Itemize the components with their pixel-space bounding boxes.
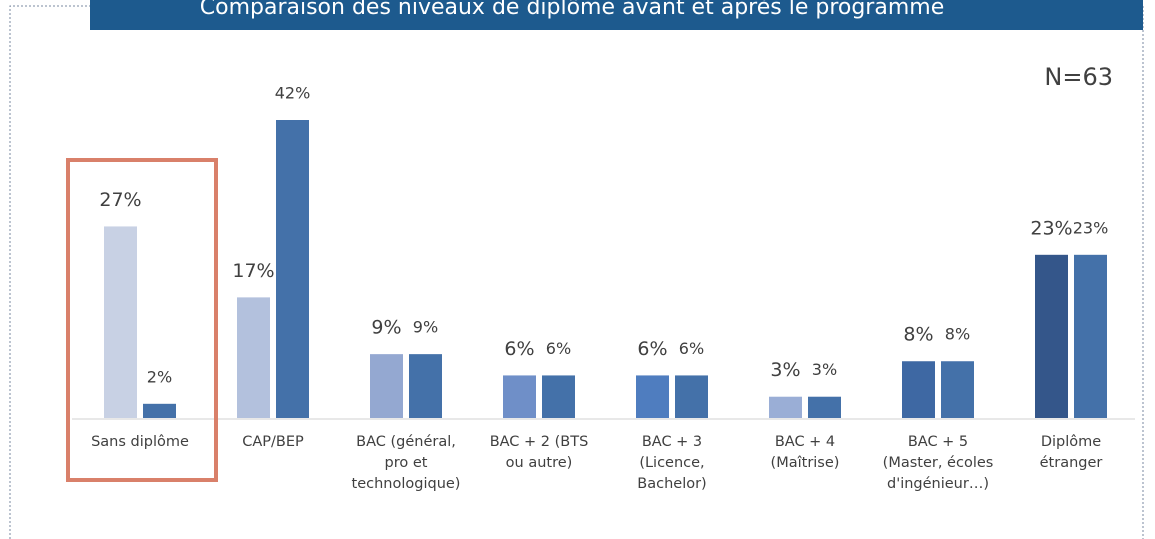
x-tick-label: Sans diplôme bbox=[91, 434, 189, 450]
x-tick-label: BAC (général, pro et technologique) bbox=[351, 434, 461, 492]
x-tick-label: BAC + 4 (Maîtrise) bbox=[770, 434, 840, 471]
x-tick-label: CAP/BEP bbox=[242, 434, 304, 450]
bar bbox=[276, 120, 309, 418]
bar bbox=[769, 396, 802, 418]
data-label: 9% bbox=[371, 317, 401, 339]
data-label: 2% bbox=[147, 367, 172, 386]
data-label: 8% bbox=[945, 325, 970, 344]
data-label: 17% bbox=[232, 260, 274, 282]
highlight-box bbox=[66, 158, 218, 482]
data-label: 27% bbox=[99, 189, 141, 211]
x-tick-label: Diplôme étranger bbox=[1039, 434, 1103, 471]
bar bbox=[237, 297, 270, 418]
bar bbox=[503, 375, 536, 418]
data-label: 6% bbox=[637, 338, 667, 360]
data-label: 8% bbox=[903, 324, 933, 346]
bar bbox=[1035, 254, 1068, 418]
data-label: 6% bbox=[546, 339, 571, 358]
data-label: 3% bbox=[812, 360, 837, 379]
data-label: 23% bbox=[1030, 217, 1072, 239]
bar bbox=[902, 361, 935, 418]
data-label: 9% bbox=[413, 318, 438, 337]
data-label: 6% bbox=[504, 338, 534, 360]
x-tick-label: BAC + 3 (Licence, Bachelor) bbox=[637, 434, 707, 492]
x-tick-label: BAC + 5 (Master, écoles d'ingénieur…) bbox=[882, 434, 994, 492]
frame bbox=[9, 5, 1144, 539]
bar bbox=[409, 354, 442, 418]
data-label: 42% bbox=[275, 84, 311, 103]
bar bbox=[1074, 254, 1107, 418]
data-label: 6% bbox=[679, 339, 704, 358]
annotation: N=63 bbox=[1044, 63, 1113, 91]
bar bbox=[143, 403, 176, 418]
bar bbox=[370, 354, 403, 418]
chart-title: Comparaison des niveaux de diplôme avant… bbox=[200, 0, 944, 20]
title-banner bbox=[90, 0, 1143, 30]
bar bbox=[636, 375, 669, 418]
bar bbox=[941, 361, 974, 418]
data-label: 3% bbox=[770, 359, 800, 381]
bar bbox=[104, 226, 137, 418]
bar bbox=[808, 396, 841, 418]
data-label: 23% bbox=[1073, 218, 1109, 237]
bar bbox=[542, 375, 575, 418]
bar bbox=[675, 375, 708, 418]
x-tick-label: BAC + 2 (BTS ou autre) bbox=[489, 434, 589, 471]
